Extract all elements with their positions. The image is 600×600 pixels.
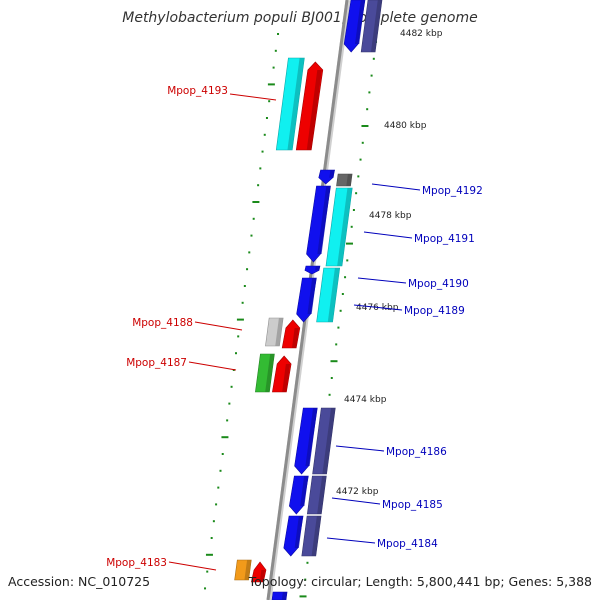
gene-label-line-4190 — [357, 277, 407, 284]
gene-label-4184: Mpop_4184 — [377, 538, 438, 550]
gene-mpop-4185-slate — [306, 475, 327, 515]
gene-label-4187: Mpop_4187 — [126, 357, 187, 369]
gene-label-line-4187 — [188, 361, 237, 371]
scale-label-4472: 4472 kbp — [336, 487, 379, 497]
gene-mpop-4193-cyan — [275, 57, 305, 151]
gene-mpop-4184-slate — [301, 515, 322, 557]
gene-label-line-4185 — [331, 497, 381, 505]
gene-mpop-4188-gray — [265, 317, 284, 347]
tick-layer — [204, 33, 378, 598]
gene-mpop-4188-red — [281, 319, 301, 349]
gene-label-line-4191 — [363, 231, 413, 239]
gene-mpop-4186-slate — [312, 407, 336, 475]
gene-label-4186: Mpop_4186 — [386, 446, 447, 458]
gene-mpop-4184-blue-shade — [294, 516, 304, 548]
gene-mpop-4191-cyan-shade — [337, 188, 353, 266]
gene-mpop-4190-blue — [304, 265, 321, 275]
gene-label-line-4186 — [335, 445, 385, 452]
gene-label-4188: Mpop_4188 — [132, 317, 193, 329]
scale-label-4480: 4480 kbp — [384, 121, 427, 131]
gene-mpop-4190-blue-shade — [315, 266, 320, 271]
label-layer: 4482 kbp 4480 kbp 4478 kbp 4476 kbp 4474 kbp… — [106, 29, 483, 571]
gene-slate-top-shade — [370, 0, 382, 52]
gene-mpop-4185-slate-shade — [317, 476, 327, 514]
gene-blue-bottom — [271, 591, 288, 600]
gene-mpop-4193-red — [295, 61, 324, 151]
gene-mpop-4192-blue-shade — [329, 170, 335, 178]
gene-mpop-4185-blue-shade — [300, 476, 309, 506]
gene-mpop-4187-red-shade — [282, 364, 291, 392]
gene-mpop-4186-slate-shade — [322, 408, 336, 474]
scale-label-4476: 4476 kbp — [356, 303, 399, 313]
gene-mpop-4183-orange-shade — [244, 560, 252, 580]
scale-label-4478: 4478 kbp — [369, 211, 412, 221]
gene-mpop-4186-blue-shade — [305, 408, 318, 466]
gene-mpop-4191-blue-shade — [317, 186, 331, 254]
gene-label-line-4189 — [353, 304, 403, 311]
gene-label-4191: Mpop_4191 — [414, 233, 475, 245]
gene-label-line-4193 — [229, 93, 277, 101]
gene-label-line-4192 — [371, 183, 421, 191]
map-title: Methylobacterium populi BJ001, complete … — [122, 10, 478, 26]
gene-mpop-4184-blue — [283, 515, 304, 557]
gene-mpop-4191-cyan — [325, 187, 353, 267]
gene-mpop-4185-blue — [289, 475, 309, 515]
gene-label-line-4184 — [326, 537, 376, 544]
gene-mpop-4183-red-shade — [259, 570, 265, 582]
genome-summary-text: Topology: circular; Length: 5,800,441 bp… — [248, 574, 592, 589]
scale-label-4474: 4474 kbp — [344, 395, 387, 405]
gene-blue-top-shade — [355, 0, 365, 44]
gene-mpop-4193-red-shade — [306, 70, 322, 150]
gene-mpop-4187-green-shade — [265, 354, 275, 392]
gene-mpop-4189-cyan-shade — [327, 268, 340, 322]
gene-mpop-4192-darkgray-shade — [346, 174, 353, 186]
gene-mpop-4189-blue — [296, 277, 317, 323]
gene-mpop-4187-red — [272, 355, 292, 393]
gene-mpop-4192-blue — [318, 169, 335, 185]
gene-label-4185: Mpop_4185 — [382, 499, 443, 511]
gene-mpop-4188-gray-shade — [275, 318, 284, 346]
gene-mpop-4187-green — [255, 353, 275, 393]
accession-text: Accession: NC_010725 — [8, 574, 151, 589]
gene-slate-top — [360, 0, 383, 53]
gene-label-4189: Mpop_4189 — [404, 305, 465, 317]
gene-mpop-4189-blue-shade — [307, 278, 317, 314]
gene-blue-top — [343, 0, 366, 53]
gene-mpop-4192-darkgray — [336, 173, 353, 187]
gene-label-line-4188 — [194, 321, 243, 331]
gene-label-4193: Mpop_4193 — [167, 85, 228, 97]
gene-label-4190: Mpop_4190 — [408, 278, 469, 290]
gene-mpop-4183-red — [250, 561, 267, 583]
gene-mpop-4184-slate-shade — [311, 516, 322, 556]
gene-mpop-4189-cyan — [316, 267, 341, 323]
gene-label-4183: Mpop_4183 — [106, 557, 167, 569]
scale-label-4482: 4482 kbp — [400, 29, 443, 39]
gene-mpop-4191-blue — [306, 185, 331, 263]
feature-layer — [234, 0, 383, 600]
gene-label-line-4183 — [168, 561, 217, 571]
gene-blue-bottom-shade — [281, 592, 288, 600]
gene-mpop-4193-cyan-shade — [287, 58, 305, 150]
gene-mpop-4183-orange — [234, 559, 252, 581]
gene-label-4192: Mpop_4192 — [422, 185, 483, 197]
gene-mpop-4188-red-shade — [291, 328, 299, 348]
gene-mpop-4186-blue — [294, 407, 318, 475]
